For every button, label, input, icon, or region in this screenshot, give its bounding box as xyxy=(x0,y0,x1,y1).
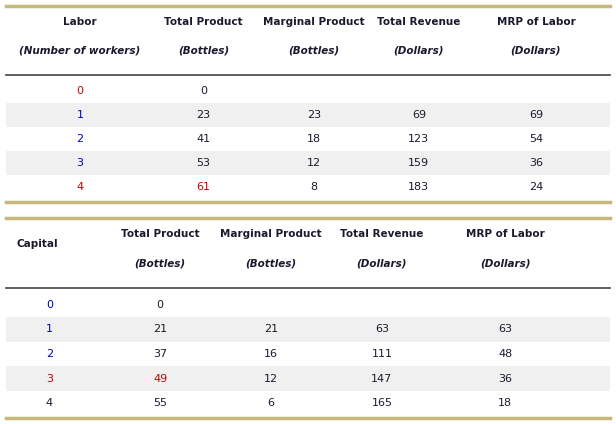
Text: MRP of Labor: MRP of Labor xyxy=(496,17,575,27)
Text: 165: 165 xyxy=(371,398,392,408)
Text: 4: 4 xyxy=(46,398,53,408)
Text: 3: 3 xyxy=(76,158,84,168)
Text: Total Product: Total Product xyxy=(121,229,200,239)
Text: 23: 23 xyxy=(197,110,210,120)
Text: 2: 2 xyxy=(46,349,53,359)
Text: 69: 69 xyxy=(412,110,426,120)
Text: Marginal Product: Marginal Product xyxy=(221,229,322,239)
Text: 111: 111 xyxy=(371,349,392,359)
Text: 16: 16 xyxy=(264,349,278,359)
Text: 12: 12 xyxy=(264,374,278,384)
Bar xyxy=(6,366,610,391)
Text: (Dollars): (Dollars) xyxy=(511,46,561,56)
Text: 53: 53 xyxy=(197,158,210,168)
Text: (Bottles): (Bottles) xyxy=(178,46,229,56)
Text: 0: 0 xyxy=(46,300,53,310)
Text: Total Revenue: Total Revenue xyxy=(377,17,461,27)
Bar xyxy=(6,103,610,127)
Text: 55: 55 xyxy=(153,398,167,408)
Text: 54: 54 xyxy=(529,134,543,144)
Text: (Dollars): (Dollars) xyxy=(357,259,407,269)
Text: 61: 61 xyxy=(197,182,210,192)
Text: 36: 36 xyxy=(498,374,512,384)
Text: 0: 0 xyxy=(156,300,164,310)
Text: 0: 0 xyxy=(200,86,207,96)
Text: 6: 6 xyxy=(267,398,275,408)
Text: 41: 41 xyxy=(197,134,210,144)
Text: 63: 63 xyxy=(498,324,512,335)
Text: Labor: Labor xyxy=(63,17,97,27)
Text: (Dollars): (Dollars) xyxy=(394,46,444,56)
Text: Marginal Product: Marginal Product xyxy=(264,17,365,27)
Text: (Bottles): (Bottles) xyxy=(135,259,185,269)
Text: (Dollars): (Dollars) xyxy=(480,259,530,269)
Text: 8: 8 xyxy=(310,182,318,192)
Text: 36: 36 xyxy=(529,158,543,168)
Text: 4: 4 xyxy=(76,182,84,192)
Text: Total Revenue: Total Revenue xyxy=(340,229,424,239)
Text: 1: 1 xyxy=(46,324,53,335)
Text: 37: 37 xyxy=(153,349,167,359)
Text: 159: 159 xyxy=(408,158,429,168)
Text: 18: 18 xyxy=(307,134,321,144)
Bar xyxy=(6,151,610,176)
Text: 2: 2 xyxy=(76,134,84,144)
Text: 183: 183 xyxy=(408,182,429,192)
Text: 147: 147 xyxy=(371,374,392,384)
Text: 3: 3 xyxy=(46,374,53,384)
Text: Capital: Capital xyxy=(16,239,58,249)
Text: MRP of Labor: MRP of Labor xyxy=(466,229,545,239)
Text: 1: 1 xyxy=(76,110,84,120)
Text: (Number of workers): (Number of workers) xyxy=(20,46,140,56)
Text: Total Product: Total Product xyxy=(164,17,243,27)
Text: (Bottles): (Bottles) xyxy=(289,46,339,56)
Text: 12: 12 xyxy=(307,158,321,168)
Text: 23: 23 xyxy=(307,110,321,120)
Text: 21: 21 xyxy=(264,324,278,335)
Text: 69: 69 xyxy=(529,110,543,120)
Text: 24: 24 xyxy=(529,182,543,192)
Text: 123: 123 xyxy=(408,134,429,144)
Text: 21: 21 xyxy=(153,324,167,335)
Bar xyxy=(6,317,610,342)
Text: 48: 48 xyxy=(498,349,513,359)
Text: 49: 49 xyxy=(153,374,168,384)
Text: 63: 63 xyxy=(375,324,389,335)
Text: 18: 18 xyxy=(498,398,512,408)
Text: 0: 0 xyxy=(76,86,84,96)
Text: (Bottles): (Bottles) xyxy=(246,259,296,269)
